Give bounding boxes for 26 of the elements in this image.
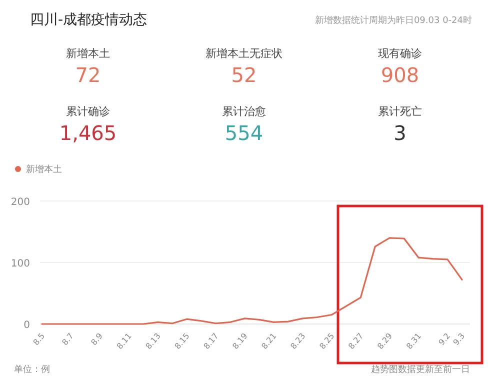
y-tick-label: 200 <box>10 197 30 208</box>
text: 52 <box>231 63 257 87</box>
text: 累计治愈 <box>222 105 266 118</box>
y-tick-label: 0 <box>24 320 30 331</box>
x-tick-label: 8.9 <box>89 332 104 348</box>
text: 四川-成都疫情动态 <box>30 12 148 28</box>
text: 3 <box>394 121 406 145</box>
x-tick-label: 9.3 <box>451 332 467 348</box>
text: 1,465 <box>59 121 117 145</box>
y-tick-label: 100 <box>10 258 30 270</box>
text: 新增数据统计周期为昨日09.03 0-24时 <box>314 15 472 26</box>
text: 累计确诊 <box>66 105 110 118</box>
text: 单位：例 <box>14 364 50 375</box>
text: 新增本土无症状 <box>206 47 282 60</box>
legend-label: 新增本土 <box>26 164 62 175</box>
text: 趋势图数据更新至前一日 <box>371 364 470 375</box>
x-tick-label: 9.2 <box>436 332 452 348</box>
line-series <box>41 237 463 325</box>
text: 新增本土 <box>66 47 110 60</box>
text: 554 <box>224 121 264 145</box>
x-tick-label: 8.5 <box>31 332 47 348</box>
text: 908 <box>380 63 420 87</box>
x-tick-label: 8.7 <box>60 332 76 348</box>
text: 累计死亡 <box>378 105 422 118</box>
text: 72 <box>75 63 101 87</box>
text: 现有确诊 <box>378 47 422 60</box>
